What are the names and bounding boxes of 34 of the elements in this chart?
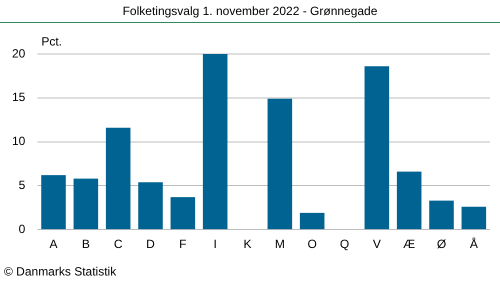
x-tick-label: M: [274, 237, 285, 252]
x-tick-label: Q: [340, 237, 350, 252]
bar: [462, 206, 486, 230]
text: © Danmarks Statistik: [4, 264, 118, 278]
x-tick-label: Å: [470, 237, 478, 252]
x-tick-label: I: [214, 237, 217, 252]
bar: [300, 212, 324, 230]
bar: [170, 197, 196, 230]
x-tick-label: C: [114, 237, 123, 252]
x-tick-label: A: [50, 237, 58, 252]
x-tick-label: V: [372, 237, 381, 252]
x-tick-label: K: [244, 237, 252, 252]
y-axis-title: Pct.: [41, 34, 62, 48]
y-tick-label: 20: [12, 46, 26, 60]
x-tick-label: F: [179, 237, 187, 252]
y-tick-label: 5: [18, 178, 26, 192]
x-tick-label: O: [308, 237, 317, 252]
bar: [396, 172, 422, 230]
bar: [106, 128, 130, 230]
y-tick-label: 15: [12, 90, 26, 104]
y-tick-label: 0: [18, 222, 26, 236]
x-tick-label: B: [82, 237, 90, 252]
x-tick-label: Ø: [436, 237, 446, 252]
chart-title: Folketingsvalg 1. november 2022 - Grønnegade: [122, 4, 378, 18]
bar: [138, 182, 163, 230]
y-tick-label: 10: [12, 134, 26, 148]
x-tick-label: Æ: [403, 237, 416, 252]
bar: [74, 178, 98, 230]
bar: [429, 200, 454, 230]
bar: [41, 175, 66, 230]
bar: [268, 98, 292, 230]
bar: [364, 66, 390, 230]
bar: [202, 54, 228, 230]
x-tick-label: D: [146, 237, 156, 252]
